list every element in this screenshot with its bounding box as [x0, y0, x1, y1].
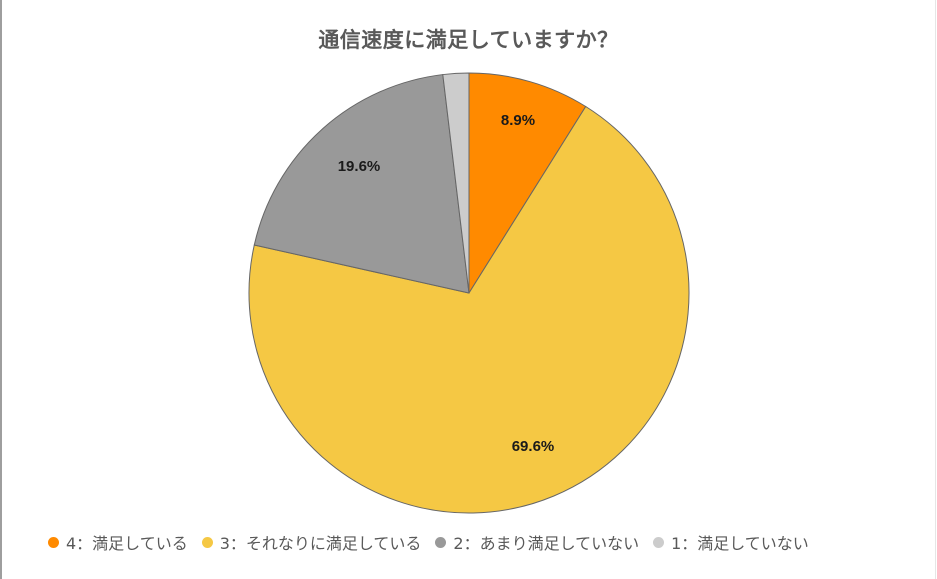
pie-slices [248, 72, 690, 514]
slice-value-label: 69.6% [512, 438, 555, 455]
legend-marker-icon [48, 536, 59, 548]
legend-item-1[interactable]: 1：満足していない [653, 530, 809, 554]
legend-marker-icon [653, 536, 665, 548]
slice-2[interactable] [253, 74, 470, 294]
right-border [935, 0, 936, 579]
legend-marker-icon [435, 536, 447, 548]
legend-label: 3：それなりに満足している [219, 534, 422, 553]
legend-item-4[interactable]: 4：満足している [48, 530, 188, 554]
slice-value-label: 8.9% [501, 112, 535, 129]
legend: 4：満足している 3：それなりに満足している 2：あまり満足していない 1：満足… [48, 530, 823, 554]
legend-label: 1：満足していない [671, 534, 809, 553]
slice-value-label: 19.6% [338, 158, 381, 175]
pie-labels: 8.9% 69.6% 19.6% [338, 112, 555, 455]
slice-4[interactable] [468, 72, 587, 295]
slice-1[interactable] [442, 72, 470, 294]
slice-3[interactable] [248, 105, 690, 514]
legend-item-2[interactable]: 2：あまり満足していない [435, 530, 639, 554]
legend-label: 4：満足している [66, 534, 188, 553]
legend-label: 2：あまり満足していない [453, 534, 640, 553]
left-border [0, 0, 2, 579]
legend-marker-icon [201, 536, 213, 548]
chart-title: 通信速度に満足していますか？ [318, 28, 619, 52]
legend-item-3[interactable]: 3：それなりに満足している [201, 530, 422, 554]
